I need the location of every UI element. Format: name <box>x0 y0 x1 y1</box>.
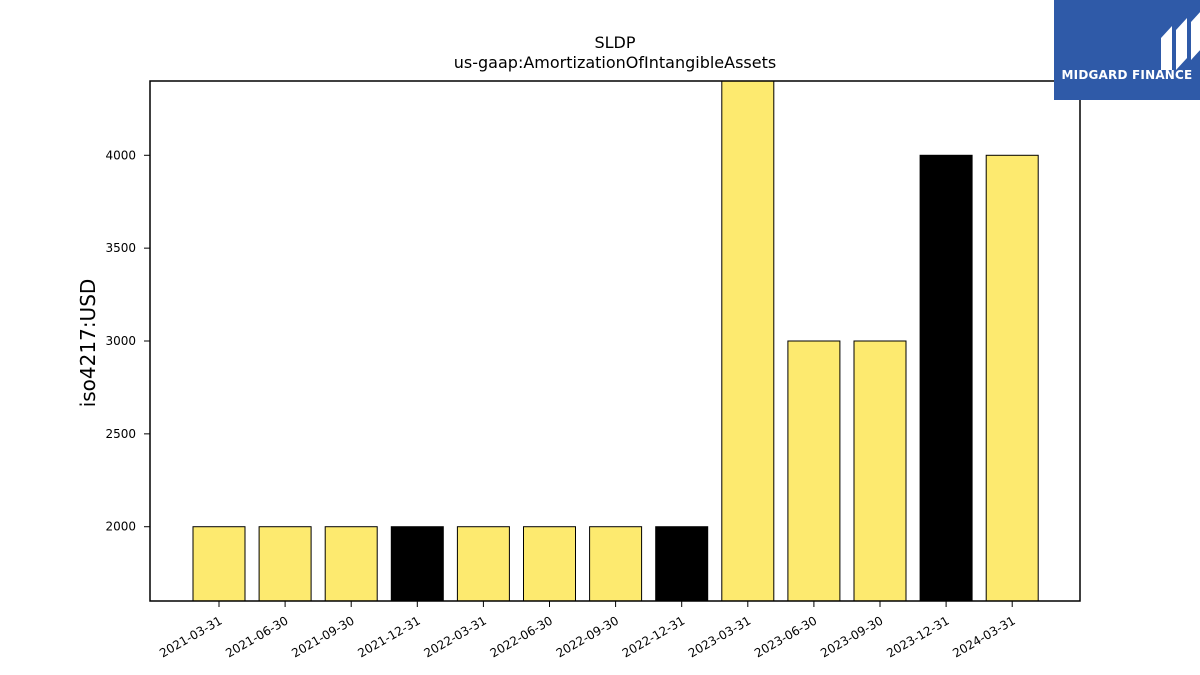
chart-title: SLDP <box>594 33 635 52</box>
plot-frame <box>149 80 1081 602</box>
brand-name: MIDGARD FINANCE <box>1061 68 1193 82</box>
bar-2023-03-31 <box>721 80 775 602</box>
x-tick-label: 2021-03-31 <box>157 613 224 660</box>
y-tick-label: 4000 <box>105 148 136 162</box>
x-tick-label: 2021-09-30 <box>289 613 356 660</box>
x-tick-label: 2022-09-30 <box>554 613 621 660</box>
brand-logo: MIDGARD FINANCE <box>1054 0 1200 100</box>
x-tick-label: 2024-03-31 <box>950 613 1017 660</box>
x-tick-label: 2023-03-31 <box>686 613 753 660</box>
bar-2022-03-31 <box>456 526 510 602</box>
x-tick-label: 2021-12-31 <box>355 613 422 660</box>
midgard-m-logo-icon <box>1161 12 1200 70</box>
y-tick-label: 2500 <box>105 427 136 441</box>
bar-2024-03-31 <box>985 154 1039 602</box>
x-tick-label: 2021-06-30 <box>223 613 290 660</box>
bar-2023-06-30 <box>787 340 841 602</box>
x-tick-label: 2023-09-30 <box>818 613 885 660</box>
chart-subtitle: us-gaap:AmortizationOfIntangibleAssets <box>454 53 776 72</box>
bar-2022-12-31 <box>655 526 709 602</box>
x-tick-label: 2022-12-31 <box>620 613 687 660</box>
bar-2022-06-30 <box>523 526 576 602</box>
x-tick-label: 2022-03-31 <box>421 613 488 660</box>
x-tick-label: 2023-06-30 <box>752 613 819 660</box>
bar-2021-03-31 <box>192 526 246 602</box>
x-tick-label: 2022-06-30 <box>488 613 555 660</box>
bar-2023-09-30 <box>853 340 907 602</box>
x-tick-label: 2023-12-31 <box>884 613 951 660</box>
bar-2022-09-30 <box>589 526 643 602</box>
bar-2021-06-30 <box>258 526 312 602</box>
y-tick-label: 3500 <box>105 241 136 255</box>
bar-2023-12-31 <box>919 154 973 602</box>
bar-2021-09-30 <box>324 526 378 602</box>
y-tick-label: 2000 <box>105 520 136 534</box>
bar-2021-12-31 <box>390 526 444 602</box>
y-axis-label: iso4217:USD <box>76 279 100 408</box>
y-tick-label: 3000 <box>105 334 136 348</box>
